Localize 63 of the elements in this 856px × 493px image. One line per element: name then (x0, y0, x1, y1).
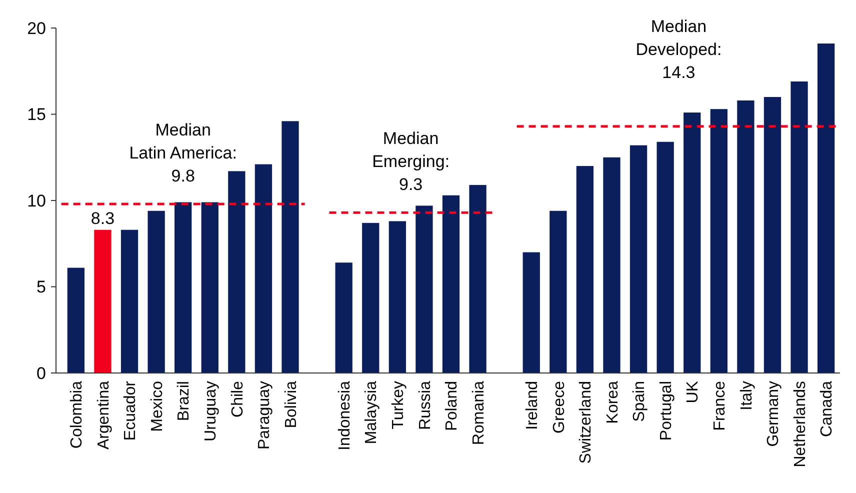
y-tick-label: 5 (36, 278, 46, 297)
y-tick-label: 20 (27, 18, 46, 38)
x-tick-label: Malaysia (363, 380, 380, 444)
bar (764, 97, 782, 373)
bar (469, 184, 486, 373)
x-tick-label: Spain (631, 381, 648, 422)
x-tick-label: Colombia (68, 380, 86, 449)
x-tick-label: Greece (550, 380, 568, 434)
y-tick-label: 0 (36, 364, 46, 383)
bar (656, 142, 674, 373)
x-tick-label: Ireland (524, 381, 541, 430)
bar (790, 81, 808, 373)
bar (603, 157, 620, 373)
x-tick-label: Switzerland (578, 381, 595, 464)
y-tick-label: 15 (27, 105, 46, 124)
bar (388, 221, 406, 373)
ref-line-label: Median Emerging: 9.3 (372, 128, 450, 194)
x-tick-label: UK (684, 380, 702, 404)
bar (684, 112, 701, 373)
x-tick-label: Portugal (658, 381, 675, 441)
bar (737, 100, 754, 373)
x-tick-label: Chile (229, 380, 246, 418)
x-tick-label: Indonesia (336, 380, 354, 450)
y-tick-label: 10 (27, 191, 46, 210)
x-tick-label: Uruguay (202, 381, 220, 442)
x-tick-label: France (712, 380, 729, 431)
x-tick-label: Mexico (148, 380, 166, 432)
bar (148, 210, 165, 373)
data-label: 8.3 (90, 208, 115, 228)
bar (710, 109, 728, 373)
x-tick-label: Bolivia (282, 380, 300, 428)
bar (228, 171, 246, 373)
bar (817, 44, 835, 373)
bar (282, 121, 299, 373)
bar (201, 202, 218, 373)
x-tick-label: Canada (818, 380, 836, 438)
x-tick-label: Poland (444, 381, 461, 431)
bar (522, 252, 540, 373)
bar (335, 262, 352, 373)
x-tick-label: Russia (416, 380, 434, 430)
bar (576, 166, 594, 373)
bar (174, 202, 192, 373)
x-tick-label: Ecuador (122, 380, 140, 441)
x-tick-label: Italy (738, 381, 756, 410)
x-tick-label: Germany (765, 381, 782, 447)
bar (550, 210, 567, 373)
bar (120, 230, 138, 373)
x-tick-label: Turkey (390, 381, 408, 430)
bar (362, 222, 380, 373)
x-tick-label: Brazil (176, 381, 193, 422)
bar (254, 164, 272, 373)
bar (67, 268, 85, 373)
bar (630, 145, 648, 373)
x-tick-label: Argentina (95, 380, 112, 450)
x-tick-label: Paraguay (256, 381, 274, 450)
ref-line-label: Median Developed: 14.3 (636, 17, 722, 82)
bar (416, 206, 433, 373)
bar (442, 195, 460, 373)
ref-line-label: Median Latin America: 9.8 (129, 120, 237, 186)
bar (94, 230, 112, 373)
x-tick-label: Romania (470, 380, 488, 446)
x-tick-label: Netherlands (792, 381, 809, 468)
x-tick-label: Korea (604, 380, 622, 424)
